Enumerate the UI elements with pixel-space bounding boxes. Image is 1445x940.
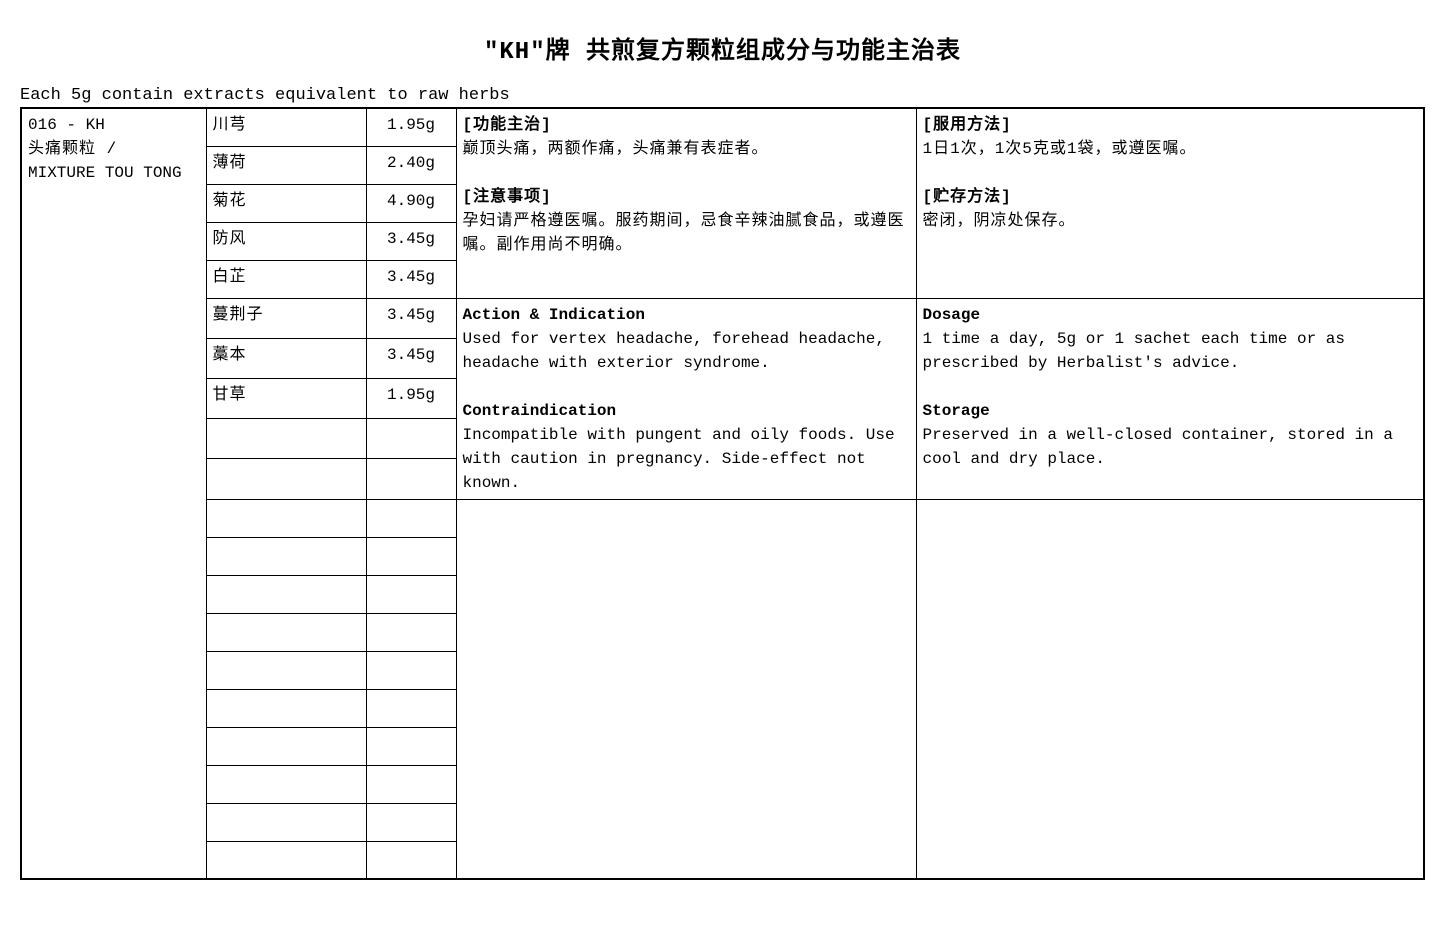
ingredient-amount: 3.45g <box>366 260 456 298</box>
ingredient-name <box>206 419 366 459</box>
ingredient-amount: 1.95g <box>366 378 456 418</box>
product-name-cn: 头痛颗粒 / <box>28 137 200 161</box>
ingredient-name: 菊花 <box>206 184 366 222</box>
func-text: 巅顶头痛，两额作痛，头痛兼有表症者。 <box>463 137 910 161</box>
table-row <box>21 499 1424 537</box>
ingredient-amount <box>366 575 456 613</box>
product-id-cell: 016 - KH 头痛颗粒 / MIXTURE TOU TONG <box>21 108 206 879</box>
dosage-label-en: Dosage <box>923 303 1418 327</box>
storage-label-cn: [贮存方法] <box>923 185 1418 209</box>
en-action-block: Action & Indication Used for vertex head… <box>456 298 916 499</box>
ingredient-name: 白芷 <box>206 260 366 298</box>
storage-text-en: Preserved in a well-closed container, st… <box>923 423 1418 471</box>
caution-label: [注意事项] <box>463 185 910 209</box>
ingredient-name <box>206 651 366 689</box>
page-title: "KH"牌 共煎复方颗粒组成分与功能主治表 <box>20 30 1425 66</box>
ingredient-amount: 4.90g <box>366 184 456 222</box>
ingredient-name <box>206 765 366 803</box>
ingredient-name <box>206 537 366 575</box>
action-label: Action & Indication <box>463 303 910 327</box>
empty-block-left <box>456 499 916 879</box>
ingredient-name: 川芎 <box>206 108 366 146</box>
dosage-text-cn: 1日1次，1次5克或1袋，或遵医嘱。 <box>923 137 1418 161</box>
ingredient-name: 蔓荆子 <box>206 298 366 338</box>
ingredient-amount <box>366 727 456 765</box>
action-text: Used for vertex headache, forehead heada… <box>463 327 910 375</box>
ingredient-amount: 2.40g <box>366 146 456 184</box>
ingredient-amount <box>366 765 456 803</box>
product-name-en: MIXTURE TOU TONG <box>28 161 200 185</box>
table-row: 016 - KH 头痛颗粒 / MIXTURE TOU TONG 川芎 1.95… <box>21 108 1424 146</box>
ingredient-name: 藁本 <box>206 338 366 378</box>
ingredient-name <box>206 727 366 765</box>
ingredient-amount <box>366 803 456 841</box>
ingredient-amount <box>366 613 456 651</box>
table-row: 蔓荆子 3.45g Action & Indication Used for v… <box>21 298 1424 338</box>
ingredient-name <box>206 803 366 841</box>
empty-block-right <box>916 499 1424 879</box>
en-dosage-block: Dosage 1 time a day, 5g or 1 sachet each… <box>916 298 1424 499</box>
ingredient-amount: 3.45g <box>366 338 456 378</box>
ingredient-amount: 3.45g <box>366 222 456 260</box>
ingredient-amount <box>366 499 456 537</box>
ingredient-name <box>206 613 366 651</box>
ingredient-name <box>206 841 366 879</box>
subtitle: Each 5g contain extracts equivalent to r… <box>20 86 1425 105</box>
product-table: 016 - KH 头痛颗粒 / MIXTURE TOU TONG 川芎 1.95… <box>20 107 1425 880</box>
ingredient-amount <box>366 689 456 727</box>
ingredient-name <box>206 689 366 727</box>
contra-text: Incompatible with pungent and oily foods… <box>463 423 910 495</box>
ingredient-amount <box>366 537 456 575</box>
ingredient-amount <box>366 651 456 689</box>
ingredient-name <box>206 499 366 537</box>
ingredient-name: 甘草 <box>206 378 366 418</box>
dosage-label-cn: [服用方法] <box>923 113 1418 137</box>
storage-text-cn: 密闭，阴凉处保存。 <box>923 209 1418 233</box>
ingredient-amount <box>366 459 456 499</box>
ingredient-name <box>206 575 366 613</box>
cn-function-block: [功能主治] 巅顶头痛，两额作痛，头痛兼有表症者。 [注意事项] 孕妇请严格遵医… <box>456 108 916 298</box>
ingredient-name: 薄荷 <box>206 146 366 184</box>
func-label: [功能主治] <box>463 113 910 137</box>
contra-label: Contraindication <box>463 399 910 423</box>
ingredient-amount <box>366 419 456 459</box>
ingredient-name <box>206 459 366 499</box>
ingredient-amount: 3.45g <box>366 298 456 338</box>
product-code: 016 - KH <box>28 113 200 137</box>
storage-label-en: Storage <box>923 399 1418 423</box>
cn-dosage-block: [服用方法] 1日1次，1次5克或1袋，或遵医嘱。 [贮存方法] 密闭，阴凉处保… <box>916 108 1424 298</box>
ingredient-amount: 1.95g <box>366 108 456 146</box>
ingredient-amount <box>366 841 456 879</box>
dosage-text-en: 1 time a day, 5g or 1 sachet each time o… <box>923 327 1418 375</box>
caution-text: 孕妇请严格遵医嘱。服药期间，忌食辛辣油腻食品，或遵医嘱。副作用尚不明确。 <box>463 209 910 257</box>
ingredient-name: 防风 <box>206 222 366 260</box>
